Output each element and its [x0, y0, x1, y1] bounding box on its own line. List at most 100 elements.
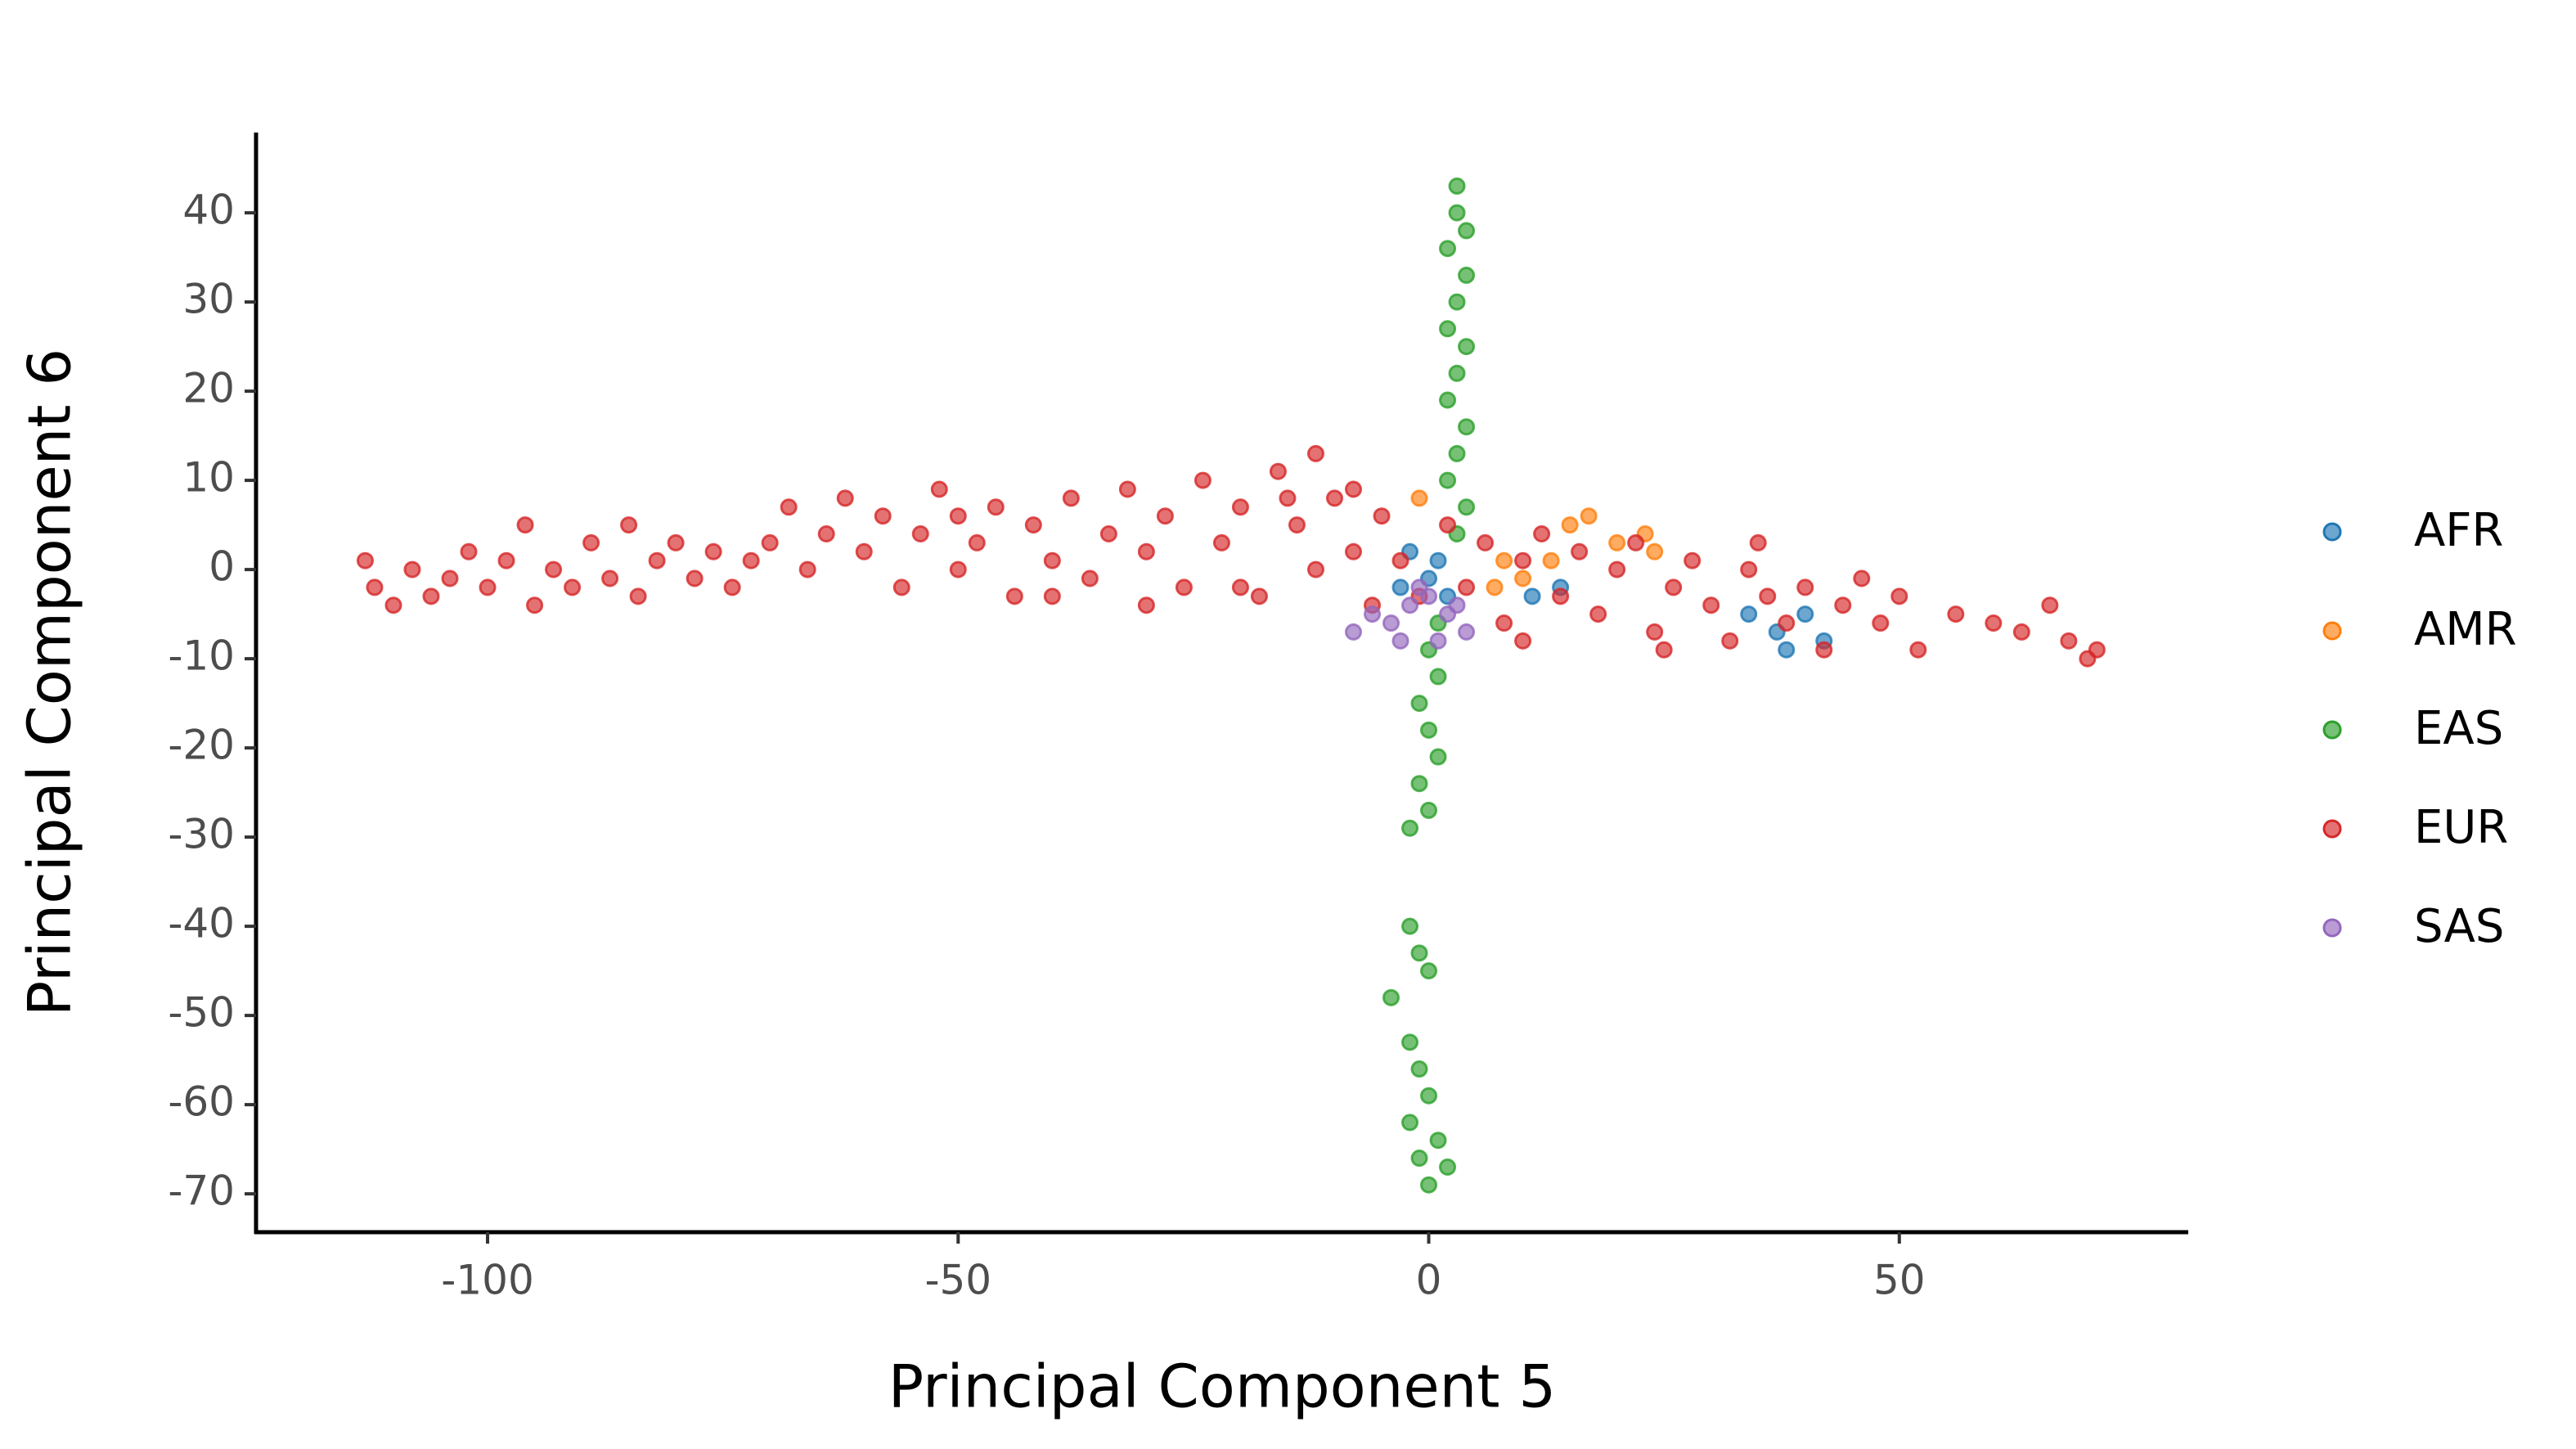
- y-tick-label: 0: [209, 543, 235, 591]
- point: [1523, 587, 1541, 605]
- point: [1458, 222, 1476, 240]
- point: [1486, 578, 1504, 596]
- point: [620, 516, 638, 534]
- point: [1834, 596, 1852, 614]
- point: [1439, 240, 1457, 258]
- point: [1043, 587, 1061, 605]
- series-points: [356, 444, 2106, 668]
- point: [1627, 533, 1645, 551]
- point: [629, 587, 647, 605]
- point: [1250, 587, 1268, 605]
- point: [1382, 988, 1400, 1006]
- point: [1947, 605, 1965, 623]
- point: [1778, 614, 1796, 632]
- point: [1439, 391, 1457, 409]
- series-points: [1382, 177, 1476, 1194]
- point: [1759, 587, 1777, 605]
- point: [1269, 462, 1287, 480]
- point: [1373, 507, 1391, 525]
- point: [384, 596, 402, 614]
- point: [1439, 320, 1457, 338]
- point: [1608, 560, 1626, 578]
- y-tick-label: 40: [182, 187, 235, 234]
- x-tick-label: 50: [1873, 1257, 1926, 1304]
- point: [761, 533, 779, 551]
- point: [1552, 587, 1570, 605]
- point: [1561, 516, 1579, 534]
- point: [1024, 516, 1042, 534]
- point: [1137, 596, 1155, 614]
- x-tick-label: -100: [441, 1257, 533, 1304]
- legend-marker: [2322, 819, 2342, 839]
- point: [1796, 605, 1814, 623]
- point: [892, 578, 910, 596]
- point: [1533, 525, 1551, 543]
- legend-marker: [2322, 720, 2342, 740]
- point: [1081, 569, 1099, 587]
- point: [817, 525, 835, 543]
- series-points: [1410, 489, 1664, 596]
- series-points: [1344, 578, 1476, 650]
- point: [1429, 748, 1447, 766]
- point: [1401, 1033, 1419, 1051]
- point: [1410, 944, 1428, 962]
- point: [1458, 623, 1476, 641]
- y-tick-label: -10: [168, 632, 235, 680]
- y-tick-label: 30: [182, 276, 235, 323]
- point: [1495, 551, 1513, 569]
- y-tick-label: -70: [168, 1168, 235, 1215]
- point: [479, 578, 497, 596]
- point: [704, 542, 722, 560]
- legend-label: AMR: [2414, 603, 2517, 656]
- point: [1420, 962, 1438, 980]
- point: [968, 533, 986, 551]
- point: [1815, 641, 1833, 659]
- point: [874, 507, 892, 525]
- point: [1288, 516, 1306, 534]
- point: [1448, 596, 1466, 614]
- point: [1401, 819, 1419, 837]
- point: [1495, 614, 1513, 632]
- point: [1391, 578, 1409, 596]
- point: [780, 498, 798, 516]
- y-tick-label: 10: [182, 454, 235, 502]
- point: [1439, 1158, 1457, 1176]
- point: [1420, 1087, 1438, 1105]
- point: [1410, 1150, 1428, 1168]
- point: [1099, 525, 1117, 543]
- point: [1401, 596, 1419, 614]
- point: [516, 516, 534, 534]
- legend-label: SAS: [2414, 900, 2504, 953]
- point: [1985, 614, 2003, 632]
- point: [1401, 917, 1419, 935]
- point: [1608, 533, 1626, 551]
- point: [1410, 489, 1428, 507]
- point: [1655, 641, 1673, 659]
- point: [742, 551, 760, 569]
- point: [1439, 516, 1457, 534]
- point: [1458, 498, 1476, 516]
- point: [1646, 623, 1664, 641]
- point: [1514, 569, 1532, 587]
- point: [441, 569, 459, 587]
- point: [403, 560, 421, 578]
- point: [1477, 533, 1495, 551]
- point: [1853, 569, 1871, 587]
- point: [1212, 533, 1230, 551]
- point: [798, 560, 816, 578]
- y-axis-title: Principal Component 6: [16, 349, 84, 1016]
- y-tick-label: -60: [168, 1078, 235, 1126]
- point: [545, 560, 563, 578]
- point: [366, 578, 384, 596]
- point: [1306, 444, 1324, 462]
- point: [1364, 605, 1382, 623]
- point: [1702, 596, 1720, 614]
- point: [1646, 542, 1664, 560]
- point: [1344, 480, 1362, 498]
- point: [1005, 587, 1023, 605]
- point: [648, 551, 666, 569]
- point: [497, 551, 515, 569]
- x-tick-label: 0: [1416, 1257, 1442, 1304]
- point: [1401, 1114, 1419, 1132]
